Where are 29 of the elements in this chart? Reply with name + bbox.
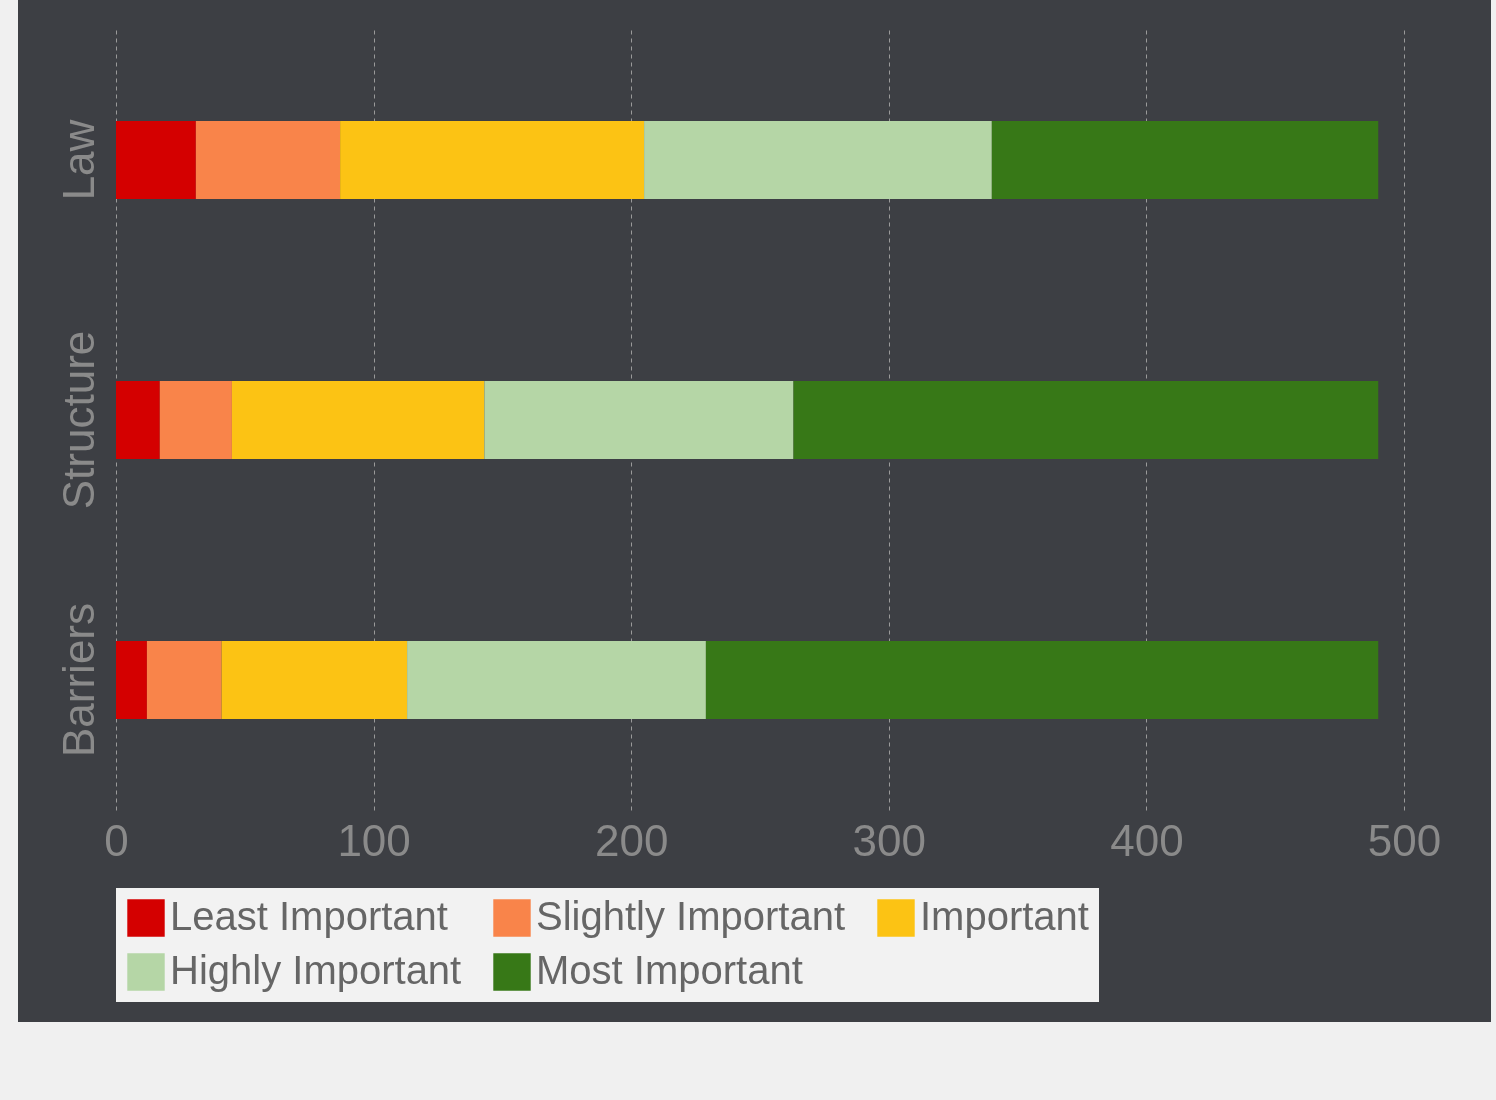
legend-label: Slightly Important xyxy=(536,894,846,938)
x-tick-label: 0 xyxy=(104,815,129,865)
x-tick-label: 500 xyxy=(1367,815,1442,865)
bar xyxy=(644,121,992,199)
y-tick-label: Barriers xyxy=(53,602,103,758)
bar xyxy=(195,121,341,199)
legend-label: Highly Important xyxy=(170,948,462,992)
bar xyxy=(116,121,196,199)
x-tick-label: 300 xyxy=(852,815,927,865)
bar xyxy=(340,121,645,199)
bar xyxy=(116,381,160,459)
x-tick-label: 100 xyxy=(337,815,411,865)
bar xyxy=(793,381,1379,459)
y-tick-label: Law xyxy=(53,119,103,201)
x-tick-label: 200 xyxy=(594,815,669,865)
legend-label: Most Important xyxy=(536,948,803,992)
bar xyxy=(991,121,1379,199)
legend-label: Least Important xyxy=(170,894,448,938)
bar xyxy=(159,381,232,459)
bar xyxy=(116,641,147,719)
legend-label: Important xyxy=(920,894,1089,938)
bar xyxy=(231,381,485,459)
y-tick-label: Structure xyxy=(53,330,103,510)
x-tick-label: 400 xyxy=(1110,815,1184,865)
bar xyxy=(221,641,408,719)
bar xyxy=(705,641,1379,719)
bar xyxy=(484,381,794,459)
bar xyxy=(407,641,706,719)
bar xyxy=(146,641,222,719)
